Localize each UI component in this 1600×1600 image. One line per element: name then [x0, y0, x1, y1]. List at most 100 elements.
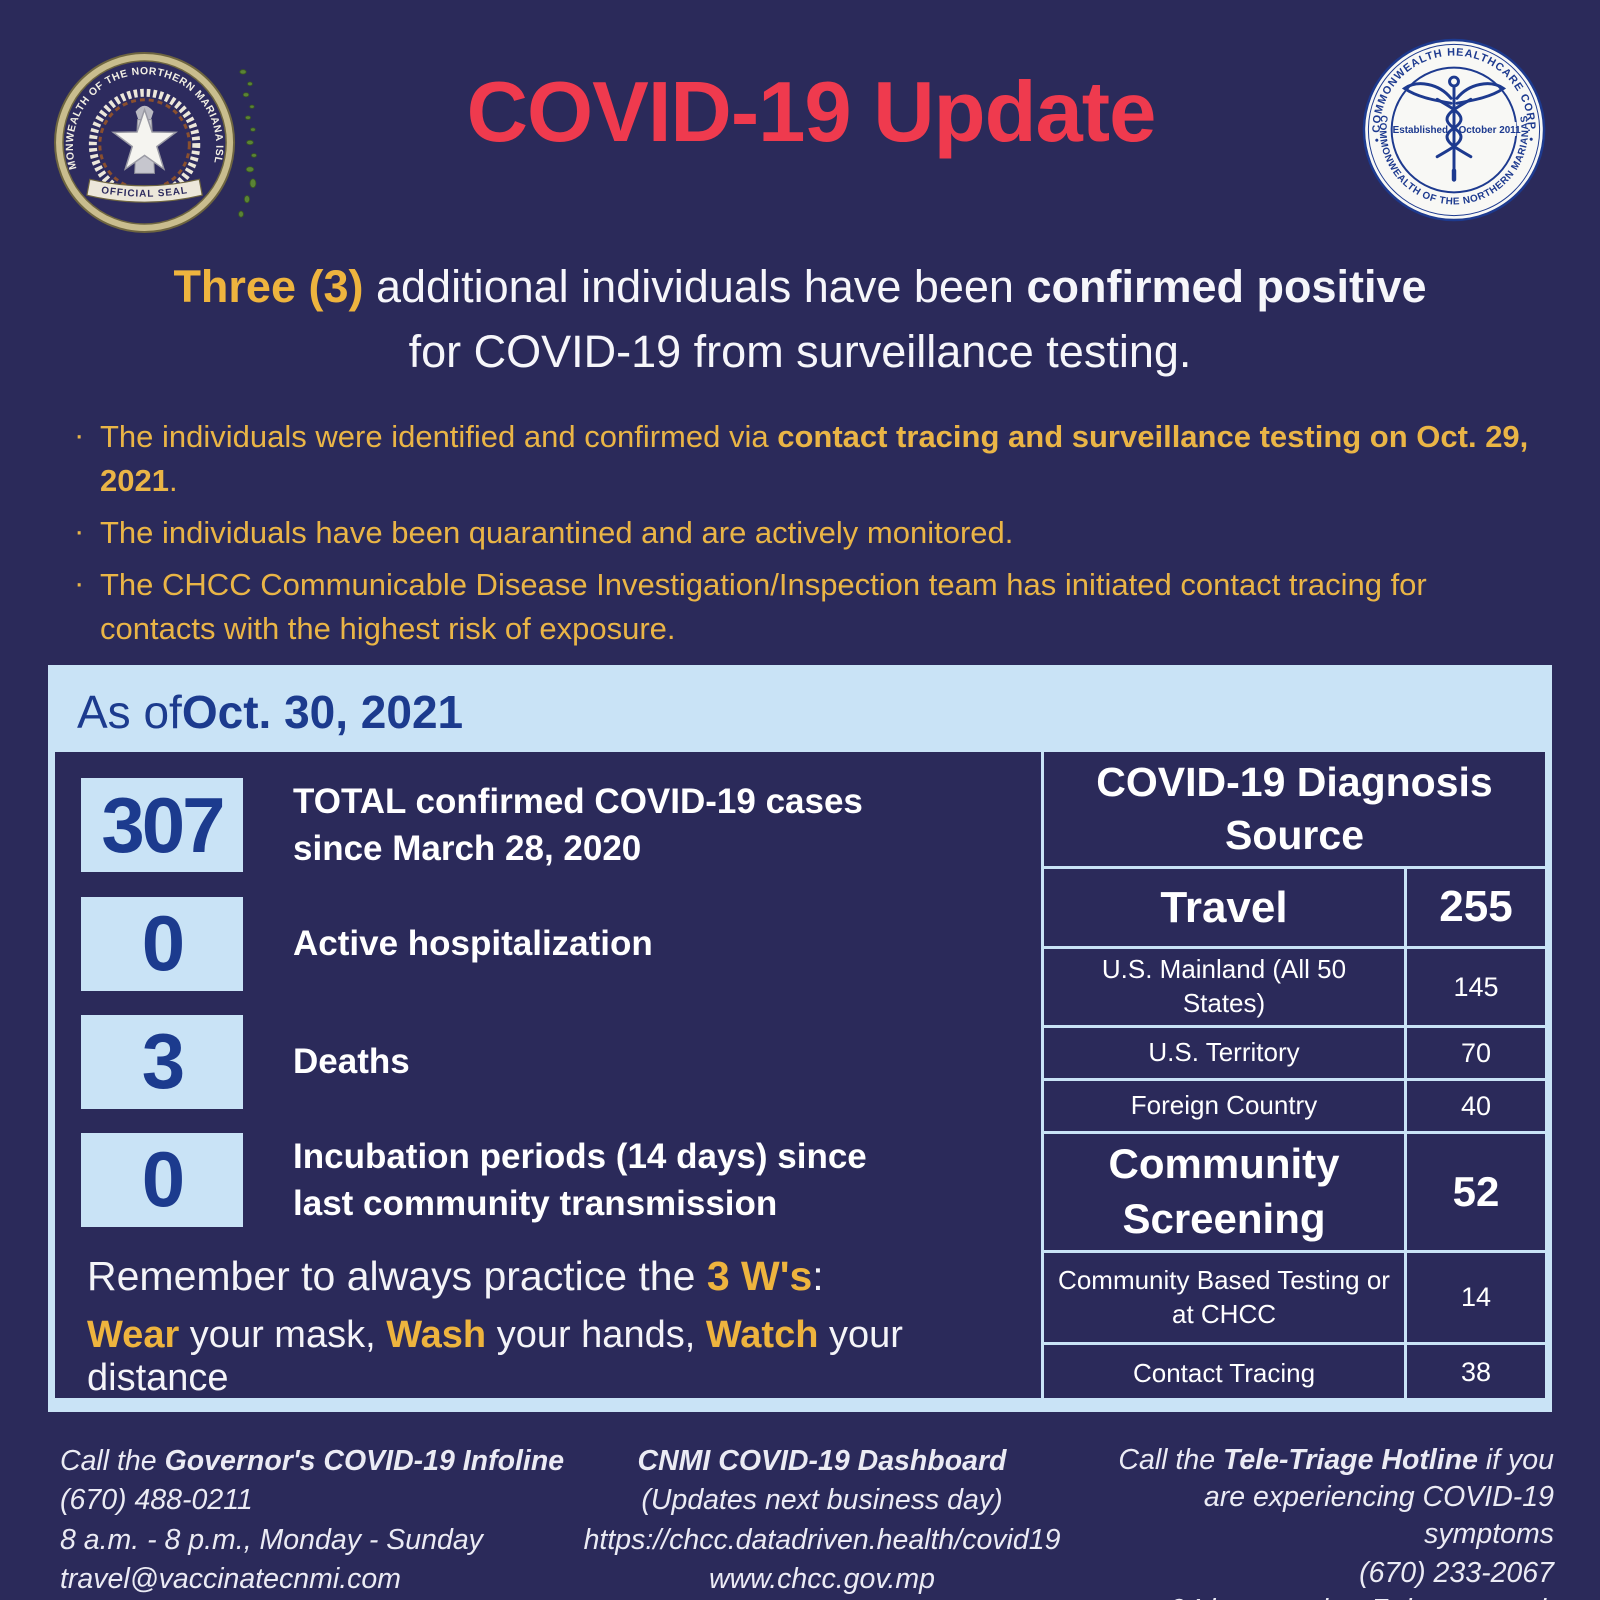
tele-triage-pre: Call the: [1118, 1444, 1223, 1476]
infoline-pre: Call the: [60, 1445, 165, 1477]
dashboard-note: (Updates next business day): [641, 1484, 1003, 1517]
row-value: 255: [1439, 882, 1513, 932]
stat-value: 3: [141, 1017, 185, 1105]
established-label-bg: [1395, 122, 1446, 136]
headline: Three (3) additional individuals have be…: [160, 254, 1440, 385]
bullet-1-bold: contact tracing and surveillance testing…: [100, 418, 1529, 498]
islands-graphic: [238, 69, 257, 218]
bullet-item-3: · The CHCC Communicable Disease Investiga…: [66, 563, 1540, 651]
dashboard-url: https://chcc.datadriven.health/covid19: [583, 1523, 1061, 1556]
infoline-bold: Governor's COVID-19 Infoline: [164, 1445, 565, 1477]
stat-value-box: 3: [81, 1014, 243, 1109]
row-label: Community Screening: [1044, 1134, 1407, 1250]
as-of-date: Oct. 30, 2021: [181, 686, 464, 738]
bullet-dot: ·: [74, 416, 85, 452]
three-ws-reminder: Remember to always practice the 3 W's:: [87, 1253, 1017, 1300]
stat-value: 307: [101, 780, 225, 869]
diagnosis-table-title: COVID-19 Diagnosis Source: [1044, 752, 1545, 869]
stat-value-box: 0: [81, 896, 243, 991]
three-ws-line: Wear your mask, Wash your hands, Watch y…: [87, 1314, 1017, 1398]
infoline-phone: (670) 488-0211: [60, 1484, 253, 1517]
est-date-label-bg: [1462, 122, 1517, 136]
star-graphic: [111, 107, 178, 171]
tele-triage-phone: (670) 233-2067: [1359, 1557, 1554, 1590]
stat-row-incubation: 0 Incubation periods (14 days) since las…: [81, 1132, 1017, 1228]
stat-value: 0: [141, 899, 185, 987]
stat-value: 0: [141, 1135, 185, 1224]
reminder-pre: Remember to always practice the: [87, 1253, 707, 1299]
row-value: 70: [1460, 1037, 1492, 1068]
diagnosis-table: COVID-19 Diagnosis Source Travel 255 U.S…: [1041, 752, 1545, 1398]
headline-mid: additional individuals have been: [363, 261, 1027, 312]
dashboard-title-text: CNMI COVID-19 Dashboard: [637, 1445, 1007, 1477]
footer: Call the Governor's COVID-19 Infoline (6…: [0, 1428, 1600, 1600]
stat-value-box: 307: [81, 778, 243, 873]
infoline-email: travel@vaccinatecnmi.com: [60, 1562, 401, 1595]
bullet-1-post: .: [168, 462, 178, 498]
footer-dashboard: CNMI COVID-19 Dashboard (Updates next bu…: [565, 1442, 1079, 1600]
dashboard-title: CNMI COVID-19 Dashboard: [565, 1442, 1079, 1481]
bullet-item-2: · The individuals have been quarantined a…: [66, 511, 1540, 555]
bullet-2-text: The individuals have been quarantined an…: [100, 514, 1014, 550]
reminder-post: :: [812, 1253, 824, 1299]
logo-inner-ring-line: [1367, 43, 1541, 217]
row-value: 145: [1453, 971, 1499, 1002]
dashboard-site: www.chcc.gov.mp: [709, 1562, 935, 1595]
row-value: 38: [1460, 1357, 1492, 1387]
tele-triage-bold: Tele-Triage Hotline: [1222, 1444, 1478, 1476]
row-value: 52: [1452, 1168, 1500, 1216]
seal-wreath-outer: [88, 88, 201, 201]
bullet-list: · The individuals were identified and con…: [66, 415, 1540, 651]
stat-row-total-cases: 307 TOTAL confirmed COVID-19 cases since…: [81, 778, 1017, 873]
as-of-panel: As of Oct. 30, 2021 307 TOTAL confirmed …: [48, 665, 1552, 1412]
table-row-community-testing: Community Based Testing or at CHCC 14: [1044, 1253, 1545, 1345]
headline-count: Three (3): [173, 261, 364, 312]
page-title: COVID-19 Update: [466, 65, 1157, 160]
bullet-dot: ·: [74, 512, 85, 548]
infoline-title: Call the Governor's COVID-19 Infoline: [60, 1442, 565, 1481]
bullet-item-1: · The individuals were identified and con…: [66, 415, 1540, 503]
stat-label: Incubation periods (14 days) since last …: [293, 1136, 867, 1223]
row-label: Contact Tracing: [1044, 1345, 1407, 1398]
footer-tele-triage: Call the Tele-Triage Hotline if you are …: [1079, 1442, 1554, 1600]
tele-triage-hours: 24 hours a day, 7 days a week: [1079, 1592, 1554, 1600]
w-wear-text: your mask,: [179, 1314, 387, 1356]
stat-row-deaths: 3 Deaths: [81, 1014, 1017, 1109]
stats-column: 307 TOTAL confirmed COVID-19 cases since…: [55, 752, 1041, 1398]
chcc-logo: • COMMONWEALTH HEALTHCARE CORP. • COMMON…: [1362, 38, 1546, 222]
established-label: Established: [1393, 125, 1448, 136]
seal-banner: [86, 178, 203, 203]
stat-row-hospitalization: 0 Active hospitalization: [81, 896, 1017, 991]
row-label: Foreign Country: [1044, 1081, 1407, 1132]
as-of-header: As of Oct. 30, 2021: [55, 672, 1545, 752]
row-value: 40: [1460, 1090, 1492, 1121]
w-wash-text: your hands,: [486, 1314, 706, 1356]
row-label: U.S. Territory: [1044, 1028, 1407, 1079]
bullet-3-text: The CHCC Communicable Disease Investigat…: [100, 566, 1427, 646]
tele-triage-title: Call the Tele-Triage Hotline if you are …: [1079, 1442, 1554, 1553]
stat-value-box: 0: [81, 1132, 243, 1227]
est-date-label: October 2011: [1459, 125, 1522, 136]
row-label: Community Based Testing or at CHCC: [1044, 1253, 1407, 1342]
w-watch: Watch: [705, 1314, 819, 1356]
w-watch-text: your distance: [87, 1314, 903, 1398]
table-row-community-screening: Community Screening 52: [1044, 1134, 1545, 1253]
stat-label: Deaths: [293, 1041, 410, 1081]
seal-wreath-inner: [98, 98, 191, 191]
table-row-us-mainland: U.S. Mainland (All 50 States) 145: [1044, 948, 1545, 1029]
headline-bold: confirmed positive: [1026, 261, 1427, 312]
bullet-1-pre: The individuals were identified and conf…: [100, 418, 778, 454]
row-label: Travel: [1044, 868, 1407, 946]
table-row-travel: Travel 255: [1044, 868, 1545, 949]
row-label: U.S. Mainland (All 50 States): [1044, 948, 1407, 1026]
cnmi-official-seal: COMMONWEALTH OF THE NORTHERN MARIANA ISL…: [48, 50, 257, 234]
panel-body: 307 TOTAL confirmed COVID-19 cases since…: [55, 752, 1545, 1398]
w-wear: Wear: [87, 1314, 180, 1356]
table-row-contact-tracing: Contact Tracing 38: [1044, 1345, 1545, 1398]
infoline-hours: 8 a.m. - 8 p.m., Monday - Sunday: [60, 1523, 483, 1556]
header: COMMONWEALTH OF THE NORTHERN MARIANA ISL…: [0, 0, 1600, 240]
bullet-dot: ·: [74, 564, 85, 600]
w-wash: Wash: [386, 1314, 487, 1356]
stat-label: TOTAL confirmed COVID-19 cases since Mar…: [293, 782, 863, 869]
